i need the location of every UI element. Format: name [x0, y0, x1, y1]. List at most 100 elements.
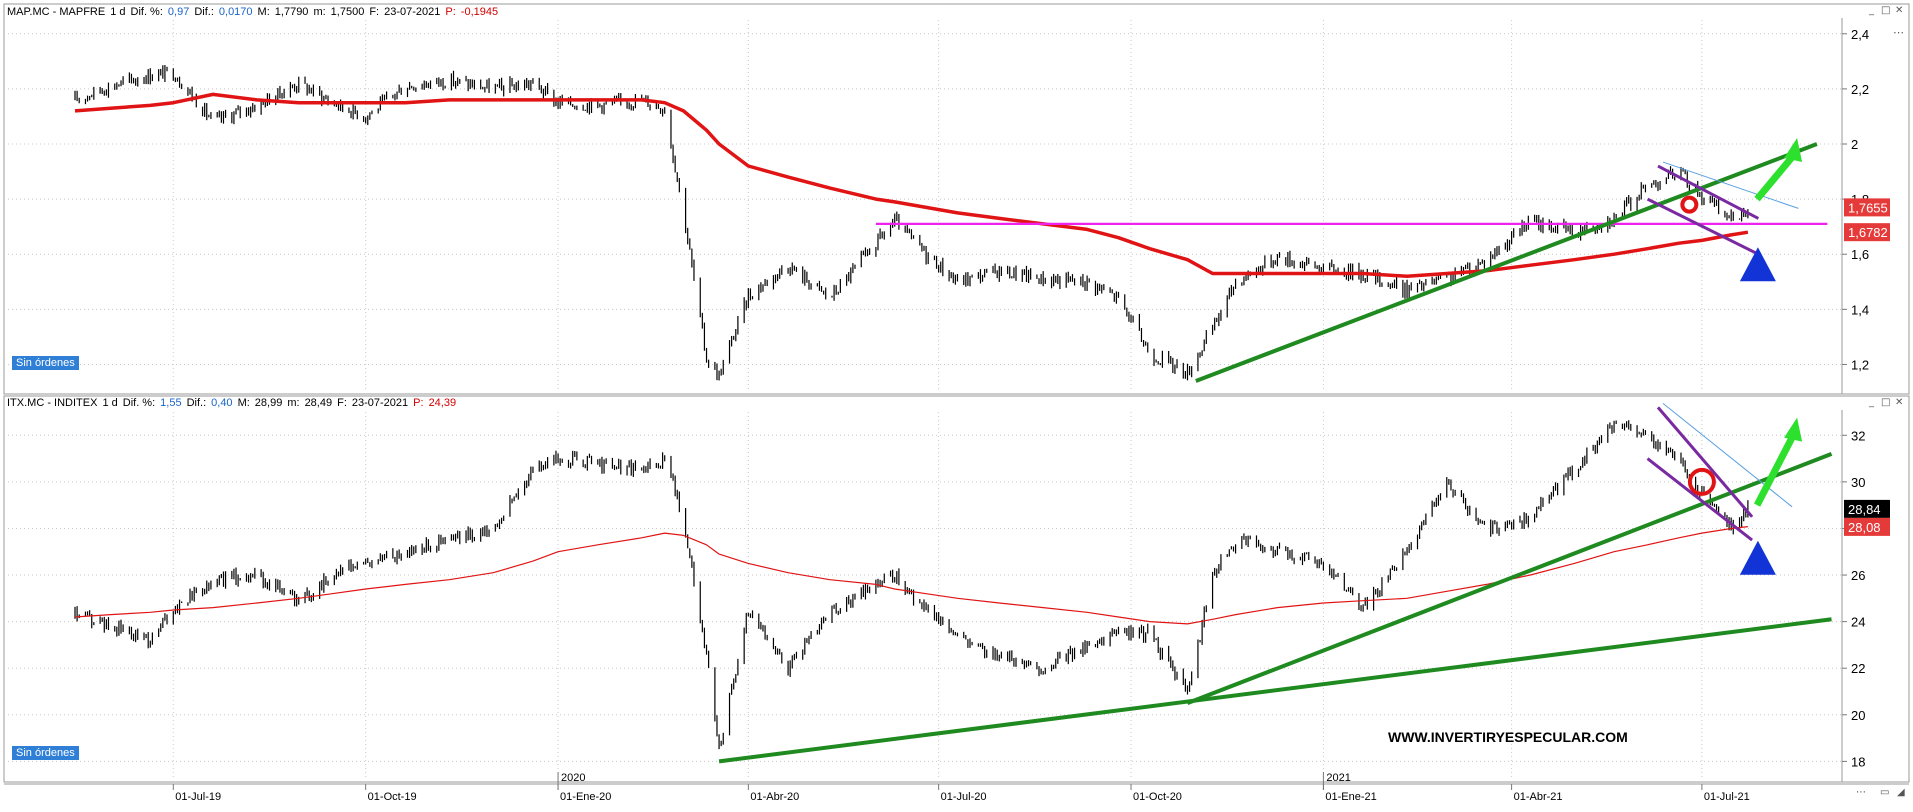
- time-tick-label: 01-Oct-20: [1133, 791, 1182, 803]
- bottom-price-tag-label: 28,08: [1848, 520, 1881, 535]
- time-tick-label: 01-Jul-21: [1704, 791, 1750, 803]
- bottom-channel-upper: [1656, 406, 1754, 518]
- bottom-price-tick-label: 32: [1851, 428, 1865, 443]
- bottom-p-label: P:: [413, 397, 424, 409]
- bottom-date: 23-07-2021: [351, 397, 409, 409]
- top-support-trendline: [1195, 142, 1818, 383]
- bottom-price-tag-box: [1844, 499, 1890, 518]
- top-min: 1,7500: [330, 6, 365, 18]
- year-tick-label: 2020: [561, 772, 585, 784]
- bottom-p: 24,39: [428, 397, 457, 409]
- bottom-dif: 0,40: [211, 397, 233, 409]
- top-date: 23-07-2021: [384, 6, 441, 18]
- bottom-orders-badge: Sin órdenes: [12, 746, 79, 760]
- bottom-minimize-button[interactable]: _: [1869, 397, 1874, 408]
- top-max: 1,7790: [274, 6, 309, 18]
- bottom-ticker: ITX.MC - INDITEX: [7, 397, 98, 409]
- time-tick-label: 01-Ene-21: [1325, 791, 1376, 803]
- time-tick-label: 01-Abr-21: [1514, 791, 1563, 803]
- top-p-label: P:: [445, 6, 456, 18]
- time-tick-label: 01-Jul-20: [941, 791, 987, 803]
- top-orders-badge: Sin órdenes: [12, 356, 79, 370]
- top-price-tag-label: 1,6782: [1848, 225, 1888, 240]
- bottom-date-label: F:: [337, 397, 347, 409]
- bottom-price-tick-label: 22: [1851, 661, 1865, 676]
- bottom-support-trendline: [1186, 452, 1833, 706]
- top-signal-arrow-shaft: [1754, 153, 1796, 202]
- bottom-min: 28,49: [304, 397, 333, 409]
- year-tick-label: 2021: [1326, 772, 1350, 784]
- top-price-tick-label: 2,4: [1851, 27, 1869, 42]
- series-layer: [74, 65, 1749, 750]
- time-axis-menu-icon[interactable]: ⋯: [1856, 787, 1866, 798]
- top-channel-projection: [1662, 161, 1799, 209]
- top-price-tick-label: 1,4: [1851, 302, 1869, 317]
- axis-layer: 01-Jul-19 01-Oct-19 01-Ene-20 01-Abr-20 01-J…: [172, 27, 1890, 803]
- bottom-panel-header: ITX.MC - INDITEX 1 d Dif. %: 1,55 Dif.: 0,40 M…: [7, 397, 461, 409]
- top-price-tag-label: 1,7655: [1848, 200, 1888, 215]
- top-minimize-button[interactable]: _: [1869, 5, 1874, 16]
- top-dif: 0,0170: [218, 6, 253, 18]
- top-date-label: F:: [369, 6, 380, 18]
- top-panel-frame: [3, 3, 1910, 395]
- time-tick-label: 01-Oct-19: [368, 791, 417, 803]
- watermark-text: WWW.INVERTIRYESPECULAR.COM: [1388, 729, 1628, 745]
- resize-grip-icon[interactable]: ◢: [1897, 787, 1905, 798]
- top-channel-upper: [1657, 164, 1760, 220]
- top-ticker: MAP.MC - MAPFRE: [7, 6, 106, 18]
- bottom-price-tick-label: 24: [1851, 615, 1865, 630]
- top-price-tick-label: 1,2: [1851, 357, 1869, 372]
- top-period: 1 d: [110, 6, 126, 18]
- top-price-tag-box: [1844, 198, 1890, 217]
- bottom-close-button[interactable]: ✕: [1895, 397, 1904, 408]
- bottom-min-label: m:: [287, 397, 300, 409]
- bottom-price-tag-box: [1844, 517, 1890, 536]
- bottom-price-tick-label: 18: [1851, 754, 1865, 769]
- top-maximize-button[interactable]: □: [1881, 5, 1891, 16]
- bottom-dif-pct: 1,55: [160, 397, 182, 409]
- annotation-layer: WWW.INVERTIRYESPECULAR.COM: [718, 138, 1833, 764]
- top-panel-header: MAP.MC - MAPFRE 1 d Dif. %: 0,97 Dif.: 0,0170…: [7, 6, 503, 18]
- time-tick-label: 01-Jul-19: [175, 791, 221, 803]
- bottom-channel-projection: [1662, 402, 1793, 508]
- bottom-signal-arrow-shaft: [1753, 434, 1797, 507]
- bottom-period: 1 d: [102, 397, 118, 409]
- bottom-price-tick-label: 30: [1851, 475, 1865, 490]
- top-max-label: M:: [257, 6, 270, 18]
- time-tick-label: 01-Abr-20: [750, 791, 799, 803]
- bottom-buy-triangle: [1739, 540, 1776, 575]
- time-axis-zoom-icon[interactable]: ▭: [1880, 787, 1890, 798]
- top-min-label: m:: [313, 6, 326, 18]
- bottom-channel-lower: [1646, 457, 1754, 542]
- top-dif-pct: 0,97: [167, 6, 190, 18]
- top-price-tick-label: 2: [1851, 137, 1858, 152]
- time-tick-label: 01-Ene-20: [560, 791, 611, 803]
- bottom-panel-frame: [3, 395, 1910, 783]
- bottom-price-tick-label: 20: [1851, 708, 1865, 723]
- bottom-highlight-circle: [1687, 467, 1716, 496]
- bottom-maximize-button[interactable]: □: [1881, 397, 1891, 408]
- top-price-tick-label: 1,6: [1851, 247, 1869, 262]
- top-channel-lower: [1646, 197, 1760, 256]
- bottom-price-tag-label: 28,84: [1848, 502, 1881, 517]
- top-close-button[interactable]: ✕: [1895, 5, 1904, 16]
- top-buy-triangle: [1739, 247, 1776, 282]
- top-panel-menu-icon[interactable]: ⋯: [1893, 26, 1904, 39]
- bottom-max-label: M:: [237, 397, 250, 409]
- top-price-tag-box: [1844, 223, 1890, 242]
- top-dif-pct-label: Dif. %:: [130, 6, 163, 18]
- bottom-signal-arrow-head: [1784, 417, 1803, 442]
- top-p: -0,1945: [460, 6, 499, 18]
- top-dif-label: Dif.:: [194, 6, 214, 18]
- top-price-tick-label: 2,2: [1851, 82, 1869, 97]
- top-signal-arrow-head: [1784, 138, 1803, 162]
- bottom-long-support-trendline: [718, 617, 1832, 764]
- bottom-dif-label: Dif.:: [186, 397, 207, 409]
- bottom-moving-average-line: [74, 526, 1748, 625]
- bottom-max: 28,99: [254, 397, 283, 409]
- top-highlight-circle: [1680, 195, 1699, 214]
- bottom-price-tick-label: 26: [1851, 568, 1865, 583]
- bottom-dif-pct-label: Dif. %:: [122, 397, 156, 409]
